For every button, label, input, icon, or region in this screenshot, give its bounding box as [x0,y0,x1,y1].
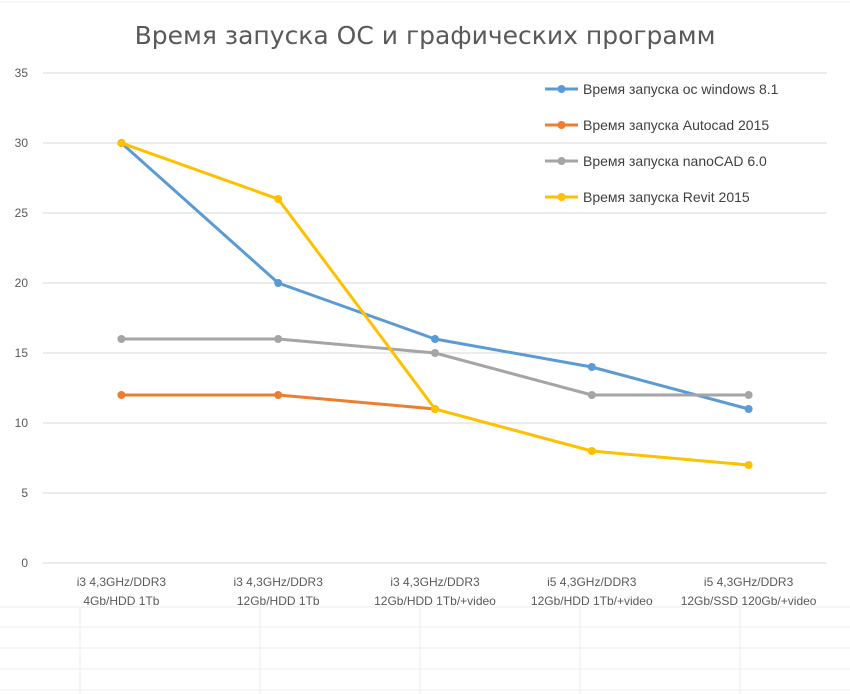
x-category-label: 12Gb/HDD 1Tb [237,594,320,608]
x-category-label: i3 4,3GHz/DDR3 [234,575,324,589]
data-point [117,139,126,147]
data-point [744,461,753,469]
data-point [431,335,439,343]
legend-item: Время запуска ос windows 8.1 [545,81,779,97]
x-category-label: 4Gb/HDD 1Tb [83,594,159,608]
data-point [274,279,283,287]
y-tick-label: 15 [15,346,29,360]
data-point [587,391,596,399]
series-4 [117,139,753,469]
legend-label: Время запуска Autocad 2015 [583,117,769,133]
x-category-label: 12Gb/SSD 120Gb/+video [681,594,817,608]
y-axis-ticks: 0 5 10 15 20 25 30 35 [15,66,29,570]
x-category-label: i3 4,3GHz/DDR3 [390,575,480,589]
legend-item: Время запуска Revit 2015 [545,189,750,205]
series-1 [117,139,753,413]
data-point [274,335,283,343]
data-point [744,405,753,413]
legend-swatch-marker [557,157,566,165]
legend-swatch-marker [557,85,566,93]
x-category-label: 12Gb/HDD 1Tb/+video [531,594,653,608]
series-line [119,337,751,397]
legend-item: Время запуска nanoCAD 6.0 [545,153,767,169]
gridlines [43,72,827,564]
x-category-label: 12Gb/HDD 1Tb/+video [374,594,496,608]
legend-swatch-marker [557,121,566,129]
y-tick-label: 30 [15,136,29,150]
x-category-label: i3 4,3GHz/DDR3 [77,575,167,589]
x-category-label: i5 4,3GHz/DDR3 [547,575,637,589]
data-point [274,195,283,203]
legend-label: Время запуска Revit 2015 [583,189,750,205]
y-tick-label: 10 [15,416,29,430]
legend-label: Время запуска ос windows 8.1 [583,81,779,97]
y-tick-label: 0 [21,556,28,570]
legend-label: Время запуска nanoCAD 6.0 [583,153,767,169]
y-tick-label: 20 [15,276,29,290]
data-point [744,391,753,399]
series-line [119,141,751,411]
legend-swatch-marker [557,193,566,201]
data-point [587,447,596,455]
chart-title: Время запуска ОС и графических программ [135,21,716,50]
x-axis-categories: i3 4,3GHz/DDR3 4Gb/HDD 1Tb i3 4,3GHz/DDR3 1… [77,575,817,608]
data-point [431,405,439,413]
y-tick-label: 25 [15,206,29,220]
data-point [587,363,596,371]
series-2 [117,391,439,413]
series-lines [117,139,753,469]
x-category-label: i5 4,3GHz/DDR3 [704,575,794,589]
y-tick-label: 5 [21,486,28,500]
y-tick-label: 35 [15,66,29,80]
data-point [274,391,283,399]
data-point [117,335,126,343]
legend: Время запуска ос windows 8.1 Время запуск… [545,81,779,205]
data-point [431,349,439,357]
legend-item: Время запуска Autocad 2015 [545,117,769,133]
data-point [117,391,126,399]
series-3 [117,335,753,399]
